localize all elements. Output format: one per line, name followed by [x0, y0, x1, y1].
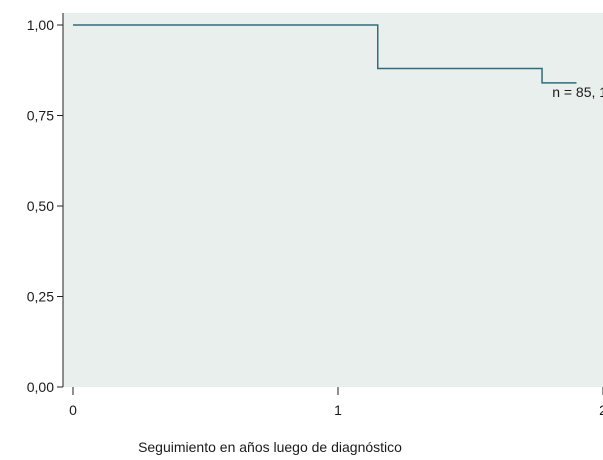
x-axis: 0 1 2 — [69, 387, 603, 418]
y-tick-label: 1,00 — [27, 17, 54, 33]
survival-step-line — [73, 24, 577, 84]
x-tick-label: 2 — [599, 402, 603, 418]
x-tick-label: 1 — [334, 402, 342, 418]
y-tick-label: 0,25 — [27, 289, 54, 305]
annotations: n = 85, 18% — [552, 84, 603, 100]
x-tick-label: 0 — [69, 402, 77, 418]
y-tick-label: 0,50 — [27, 198, 54, 214]
y-axis: 0,00 0,25 0,50 0,75 1,00 — [27, 17, 63, 395]
plot-area — [63, 13, 603, 387]
y-tick-label: 0,00 — [27, 379, 54, 395]
y-tick-label: 0,75 — [27, 108, 54, 124]
annotation-label: n = 85, 18% — [552, 84, 603, 100]
series-layer — [73, 24, 577, 84]
x-axis-title: Seguimiento en años luego de diagnóstico — [138, 439, 402, 455]
